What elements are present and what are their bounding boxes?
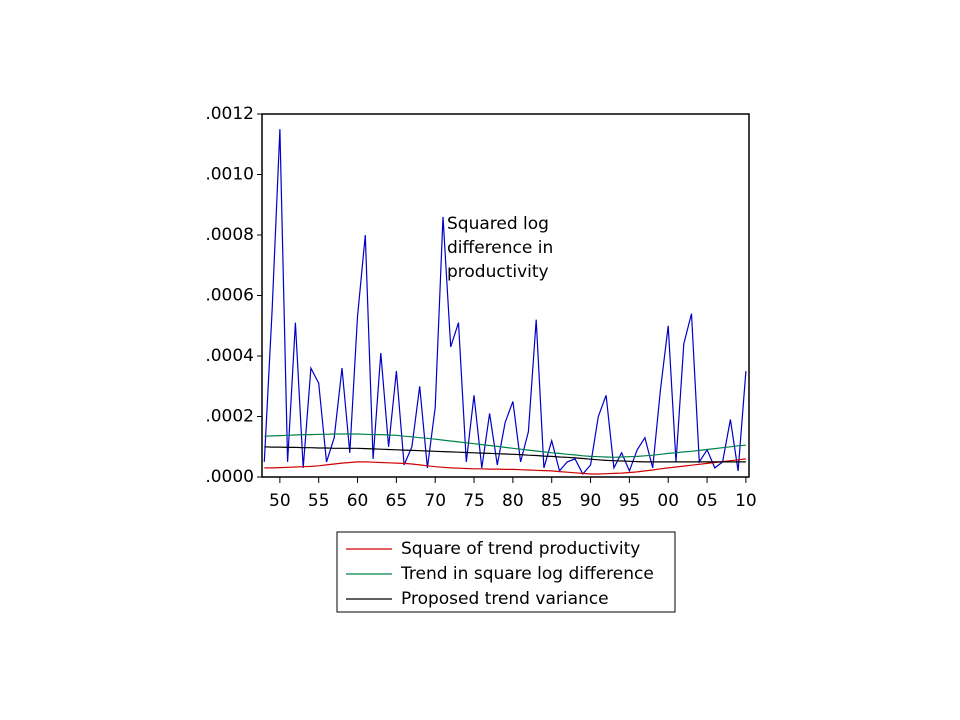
x-tick-label: 50 — [269, 491, 291, 511]
y-tick-label: .0002 — [205, 407, 254, 427]
x-tick-label: 75 — [463, 491, 485, 511]
y-tick-label: .0010 — [205, 165, 254, 185]
series-line — [264, 446, 746, 463]
legend-label: Trend in square log difference — [400, 564, 654, 584]
legend-label: Proposed trend variance — [401, 589, 609, 609]
y-tick-label: .0006 — [205, 286, 254, 306]
y-tick-label: .0004 — [205, 346, 254, 366]
y-tick-label: .0008 — [205, 225, 254, 245]
x-tick-label: 85 — [541, 491, 563, 511]
legend-label: Square of trend productivity — [401, 539, 640, 559]
x-tick-label: 00 — [657, 491, 679, 511]
annotation: Squared log — [447, 214, 549, 234]
series-line — [264, 433, 746, 458]
x-tick-label: 95 — [619, 491, 641, 511]
annotation: productivity — [447, 262, 549, 282]
x-tick-label: 05 — [696, 491, 718, 511]
x-tick-label: 70 — [424, 491, 446, 511]
legend-box — [336, 531, 676, 613]
y-tick-label: .0012 — [205, 104, 254, 124]
x-tick-label: 55 — [308, 491, 330, 511]
x-tick-label: 10 — [735, 491, 757, 511]
series-line — [263, 129, 747, 476]
x-tick-label: 65 — [386, 491, 408, 511]
x-tick-label: 90 — [580, 491, 602, 511]
series-line — [264, 458, 746, 475]
x-tick-label: 60 — [347, 491, 369, 511]
x-tick-label: 80 — [502, 491, 524, 511]
y-tick-label: .0000 — [205, 467, 254, 487]
annotation: difference in — [447, 238, 553, 258]
